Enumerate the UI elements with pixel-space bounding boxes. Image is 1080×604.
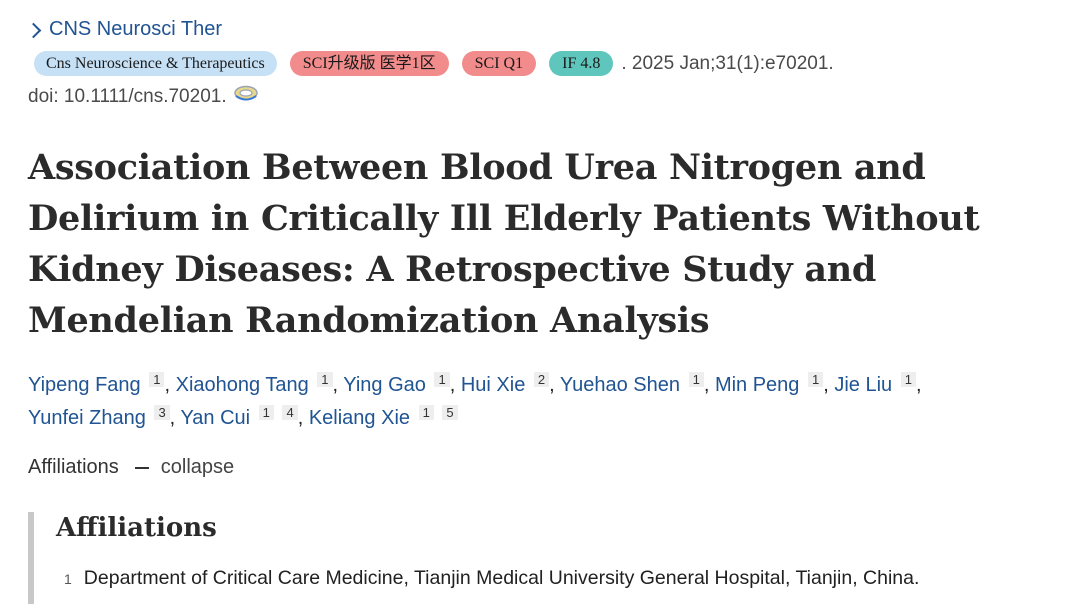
- affiliation-ref[interactable]: 1: [434, 372, 450, 387]
- doi-text: doi: 10.1111/cns.70201.: [28, 86, 227, 107]
- affiliations-heading: Affiliations: [56, 513, 217, 543]
- affiliation-ref[interactable]: 4: [282, 405, 298, 420]
- author-link[interactable]: Jie Liu: [834, 374, 893, 396]
- journal-link[interactable]: CNS Neurosci Ther: [25, 18, 223, 41]
- author-link[interactable]: Hui Xie: [460, 374, 526, 396]
- author-list: Yipeng Fang 1, Xiaohong Tang 1, Ying Gao…: [28, 372, 922, 429]
- affiliation-ref[interactable]: 1: [688, 372, 704, 387]
- doi-link-icon[interactable]: [233, 83, 259, 103]
- article-title: Association Between Blood Urea Nitrogen …: [28, 147, 980, 341]
- affiliation-ref[interactable]: 3: [154, 405, 170, 420]
- chevron-right-icon: [25, 22, 42, 38]
- author-link[interactable]: Yipeng Fang: [28, 374, 141, 396]
- sci-level-badge: SCI升级版 医学1区: [289, 51, 449, 76]
- affiliation-ref[interactable]: 2: [533, 372, 550, 387]
- affiliation-item: 1 Department of Critical Care Medicine, …: [64, 567, 919, 590]
- affiliation-ref[interactable]: 1: [808, 372, 824, 387]
- author-link[interactable]: Keliang Xie: [308, 407, 411, 429]
- author-link[interactable]: Xiaohong Tang: [175, 374, 309, 396]
- author-link[interactable]: Yunfei Zhang: [28, 407, 146, 429]
- affiliation-text: Department of Critical Care Medicine, Ti…: [83, 567, 920, 589]
- doi-row: doi: 10.1111/cns.70201.: [28, 83, 259, 108]
- author-link[interactable]: Min Peng: [714, 374, 800, 396]
- author-link[interactable]: Ying Gao: [343, 374, 426, 396]
- sci-quartile-badge: SCI Q1: [461, 51, 537, 76]
- affiliations-toggle-label: Affiliations: [28, 456, 119, 478]
- affiliation-ref[interactable]: 1: [418, 405, 434, 420]
- affiliation-ref[interactable]: 1: [258, 405, 274, 420]
- journal-link-label: CNS Neurosci Ther: [49, 18, 223, 40]
- affiliation-number: 1: [64, 571, 72, 587]
- journal-badge[interactable]: Cns Neuroscience & Therapeutics: [34, 51, 277, 76]
- author-link[interactable]: Yuehao Shen: [559, 374, 681, 396]
- affiliations-panel: Affiliations 1 Department of Critical Ca…: [28, 512, 1064, 604]
- collapse-link[interactable]: collapse: [160, 456, 235, 478]
- minus-icon: [134, 466, 149, 469]
- affiliations-toggle[interactable]: Affiliations collapse: [28, 456, 234, 479]
- author-link[interactable]: Yan Cui: [180, 407, 251, 429]
- journal-meta-row: Cns Neuroscience & Therapeutics SCI升级版 医…: [34, 51, 834, 76]
- affiliation-ref[interactable]: 1: [149, 372, 165, 387]
- affiliation-ref[interactable]: 5: [442, 405, 458, 420]
- impact-factor-badge: IF 4.8: [549, 51, 614, 76]
- affiliation-ref[interactable]: 1: [317, 372, 333, 387]
- citation-text: . 2025 Jan;31(1):e70201.: [621, 52, 834, 74]
- affiliation-ref[interactable]: 1: [900, 372, 916, 387]
